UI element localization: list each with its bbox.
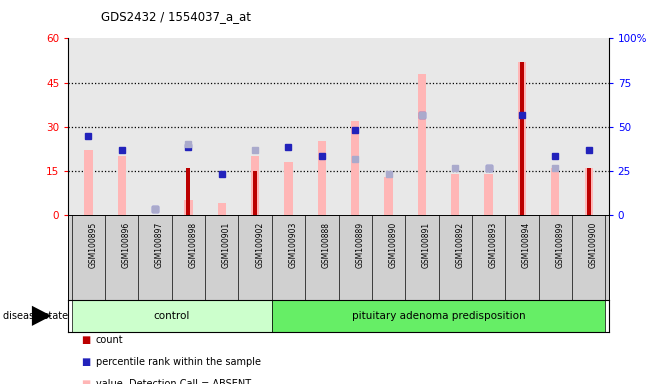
Text: ■: ■ [81,335,90,345]
Text: GSM100902: GSM100902 [255,222,264,268]
Text: GSM100889: GSM100889 [355,222,364,268]
Bar [251,156,259,215]
Text: GSM100895: GSM100895 [89,222,98,268]
Text: value, Detection Call = ABSENT: value, Detection Call = ABSENT [96,379,251,384]
Bar [72,300,272,332]
Text: GSM100898: GSM100898 [188,222,197,268]
Bar [484,174,493,215]
Bar [186,168,191,215]
Bar [520,62,524,215]
Polygon shape [32,306,51,326]
Text: disease state: disease state [3,311,68,321]
Bar [418,74,426,215]
Text: GSM100903: GSM100903 [288,222,298,268]
Text: percentile rank within the sample: percentile rank within the sample [96,357,260,367]
Text: control: control [154,311,190,321]
Bar [284,162,293,215]
Bar [551,168,559,215]
Text: ■: ■ [81,357,90,367]
Bar [587,168,590,215]
Text: GSM100888: GSM100888 [322,222,331,268]
Bar [118,156,126,215]
Text: GDS2432 / 1554037_a_at: GDS2432 / 1554037_a_at [101,10,251,23]
Bar [272,300,605,332]
Text: GSM100892: GSM100892 [455,222,464,268]
Bar [351,121,359,215]
Text: GSM100897: GSM100897 [155,222,164,268]
Bar [184,200,193,215]
Text: GSM100899: GSM100899 [555,222,564,268]
Text: GSM100896: GSM100896 [122,222,131,268]
Bar [318,141,326,215]
Text: GSM100901: GSM100901 [222,222,231,268]
Bar [518,62,526,215]
Bar [451,174,460,215]
Bar [84,150,92,215]
Bar [585,168,593,215]
Text: pituitary adenoma predisposition: pituitary adenoma predisposition [352,311,525,321]
Text: GSM100893: GSM100893 [489,222,497,268]
Text: GSM100900: GSM100900 [589,222,598,268]
Bar [217,203,226,215]
Text: GSM100890: GSM100890 [389,222,398,268]
Text: ■: ■ [81,379,90,384]
Text: GSM100894: GSM100894 [522,222,531,268]
Text: count: count [96,335,123,345]
Bar [253,171,257,215]
Bar [384,177,393,215]
Text: GSM100891: GSM100891 [422,222,431,268]
